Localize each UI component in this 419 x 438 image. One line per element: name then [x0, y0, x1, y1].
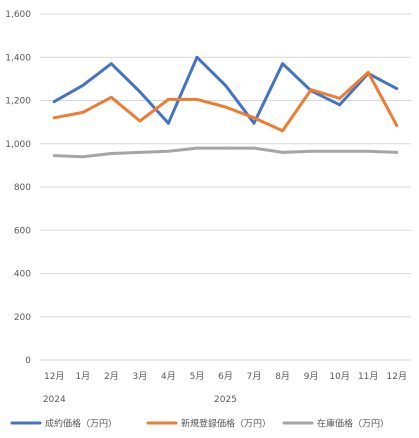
- data-point: [309, 88, 313, 92]
- x-tick-label: 1月: [75, 371, 90, 382]
- data-point: [281, 151, 284, 154]
- y-axis-ticks: 0 200 400 600 800 1,000 1,200 1,400 1,600: [5, 10, 31, 366]
- data-point: [167, 149, 170, 153]
- data-point: [252, 146, 256, 150]
- data-point: [252, 116, 256, 120]
- gridlines: [40, 13, 411, 361]
- data-point: [167, 121, 170, 125]
- x-tick-label: 11月: [358, 371, 378, 382]
- x-tick-label: 3月: [133, 371, 148, 382]
- data-point: [395, 151, 399, 154]
- data-point: [52, 154, 56, 158]
- y-tick-label: 1,400: [5, 53, 31, 63]
- x-tick-label: 7月: [247, 371, 262, 382]
- data-point: [395, 123, 399, 127]
- data-point: [195, 98, 199, 101]
- series-lines: [52, 55, 399, 159]
- legend: 成約価格（万円） 新規登録価格（万円） 在庫価格（万円）: [10, 418, 389, 430]
- y-tick-label: 800: [14, 183, 31, 193]
- data-point: [52, 100, 56, 103]
- x-year-label: 2025: [214, 395, 237, 405]
- data-point: [366, 70, 370, 74]
- data-point: [138, 119, 142, 123]
- x-tick-label: 2月: [104, 371, 119, 382]
- legend-label-1: 新規登録価格（万円）: [181, 418, 271, 430]
- data-point: [338, 103, 342, 107]
- data-point: [395, 87, 399, 91]
- data-point: [338, 96, 342, 100]
- data-point: [138, 90, 142, 94]
- data-point: [195, 55, 199, 59]
- x-tick-label: 12月: [44, 371, 64, 382]
- series-line-1: [52, 70, 399, 133]
- data-point: [109, 152, 113, 155]
- data-point: [109, 62, 113, 66]
- y-tick-label: 400: [14, 270, 31, 280]
- data-point: [281, 62, 284, 66]
- x-tick-label: 6月: [218, 371, 233, 382]
- y-tick-label: 1,600: [5, 10, 31, 20]
- x-tick-label: 5月: [190, 371, 205, 382]
- data-point: [366, 149, 370, 153]
- data-point: [338, 149, 342, 153]
- y-tick-label: 0: [25, 356, 31, 366]
- x-axis-ticks: 12月 1月 2月 3月 4月 5月 6月 7月 8月 9月 10月 11月 12月 2024 2025: [43, 371, 407, 405]
- x-tick-label: 8月: [275, 371, 290, 382]
- legend-label-0: 成約価格（万円）: [45, 418, 117, 430]
- legend-label-2: 在庫価格（万円）: [317, 418, 389, 430]
- data-point: [167, 98, 170, 101]
- data-point: [52, 116, 56, 120]
- x-tick-label: 9月: [304, 371, 319, 382]
- data-point: [138, 151, 142, 154]
- x-year-label: 2024: [43, 395, 66, 405]
- data-point: [195, 146, 199, 150]
- data-point: [109, 95, 113, 99]
- series-line-0: [52, 55, 399, 125]
- data-point: [281, 129, 284, 133]
- y-tick-label: 200: [14, 313, 31, 323]
- y-tick-label: 1,200: [5, 97, 31, 107]
- data-point: [81, 155, 85, 159]
- data-point: [309, 149, 313, 153]
- data-point: [224, 83, 227, 87]
- y-tick-label: 600: [14, 226, 31, 236]
- y-tick-label: 1,000: [5, 140, 31, 150]
- data-point: [224, 105, 227, 109]
- x-tick-label: 4月: [161, 371, 176, 382]
- data-point: [81, 110, 85, 114]
- x-tick-label: 12月: [387, 371, 407, 382]
- x-tick-label: 10月: [329, 371, 349, 382]
- data-point: [224, 146, 227, 150]
- data-point: [81, 83, 85, 87]
- data-point: [252, 121, 256, 125]
